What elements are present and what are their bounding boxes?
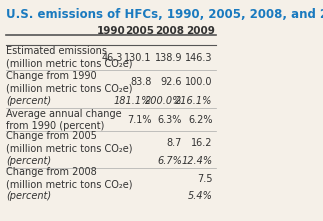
Text: 146.3: 146.3 <box>185 53 213 63</box>
Text: (percent): (percent) <box>6 191 51 201</box>
Text: Change from 2005
(million metric tons CO₂e): Change from 2005 (million metric tons CO… <box>6 131 132 154</box>
Text: 8.7: 8.7 <box>167 138 182 148</box>
Text: 2005: 2005 <box>125 26 154 36</box>
Text: 1990: 1990 <box>97 26 125 36</box>
Text: 12.4%: 12.4% <box>182 156 213 166</box>
Text: 138.9: 138.9 <box>154 53 182 63</box>
Text: Estimated emissions
(million metric tons CO₂e): Estimated emissions (million metric tons… <box>6 46 132 69</box>
Text: 200.0%: 200.0% <box>145 96 182 106</box>
Text: 6.7%: 6.7% <box>157 156 182 166</box>
Text: (percent): (percent) <box>6 96 51 106</box>
Text: 6.2%: 6.2% <box>188 115 213 125</box>
Text: 181.1%: 181.1% <box>114 96 151 106</box>
Text: Average annual change
from 1990 (percent): Average annual change from 1990 (percent… <box>6 109 121 131</box>
Text: Change from 2008
(million metric tons CO₂e): Change from 2008 (million metric tons CO… <box>6 168 132 190</box>
Text: 7.5: 7.5 <box>197 174 213 184</box>
Text: Change from 1990
(million metric tons CO₂e): Change from 1990 (million metric tons CO… <box>6 71 132 93</box>
Text: 83.8: 83.8 <box>130 77 151 87</box>
Text: 2008: 2008 <box>155 26 184 36</box>
Text: (percent): (percent) <box>6 156 51 166</box>
Text: 7.1%: 7.1% <box>127 115 151 125</box>
Text: 2009: 2009 <box>186 26 215 36</box>
Text: 130.1: 130.1 <box>124 53 151 63</box>
Text: 5.4%: 5.4% <box>188 191 213 201</box>
Text: 216.1%: 216.1% <box>175 96 213 106</box>
Text: U.S. emissions of HFCs, 1990, 2005, 2008, and 2009: U.S. emissions of HFCs, 1990, 2005, 2008… <box>6 8 323 21</box>
Text: 16.2: 16.2 <box>191 138 213 148</box>
Text: 6.3%: 6.3% <box>158 115 182 125</box>
Text: 92.6: 92.6 <box>161 77 182 87</box>
Text: 46.3: 46.3 <box>101 53 123 63</box>
Text: 100.0: 100.0 <box>185 77 213 87</box>
